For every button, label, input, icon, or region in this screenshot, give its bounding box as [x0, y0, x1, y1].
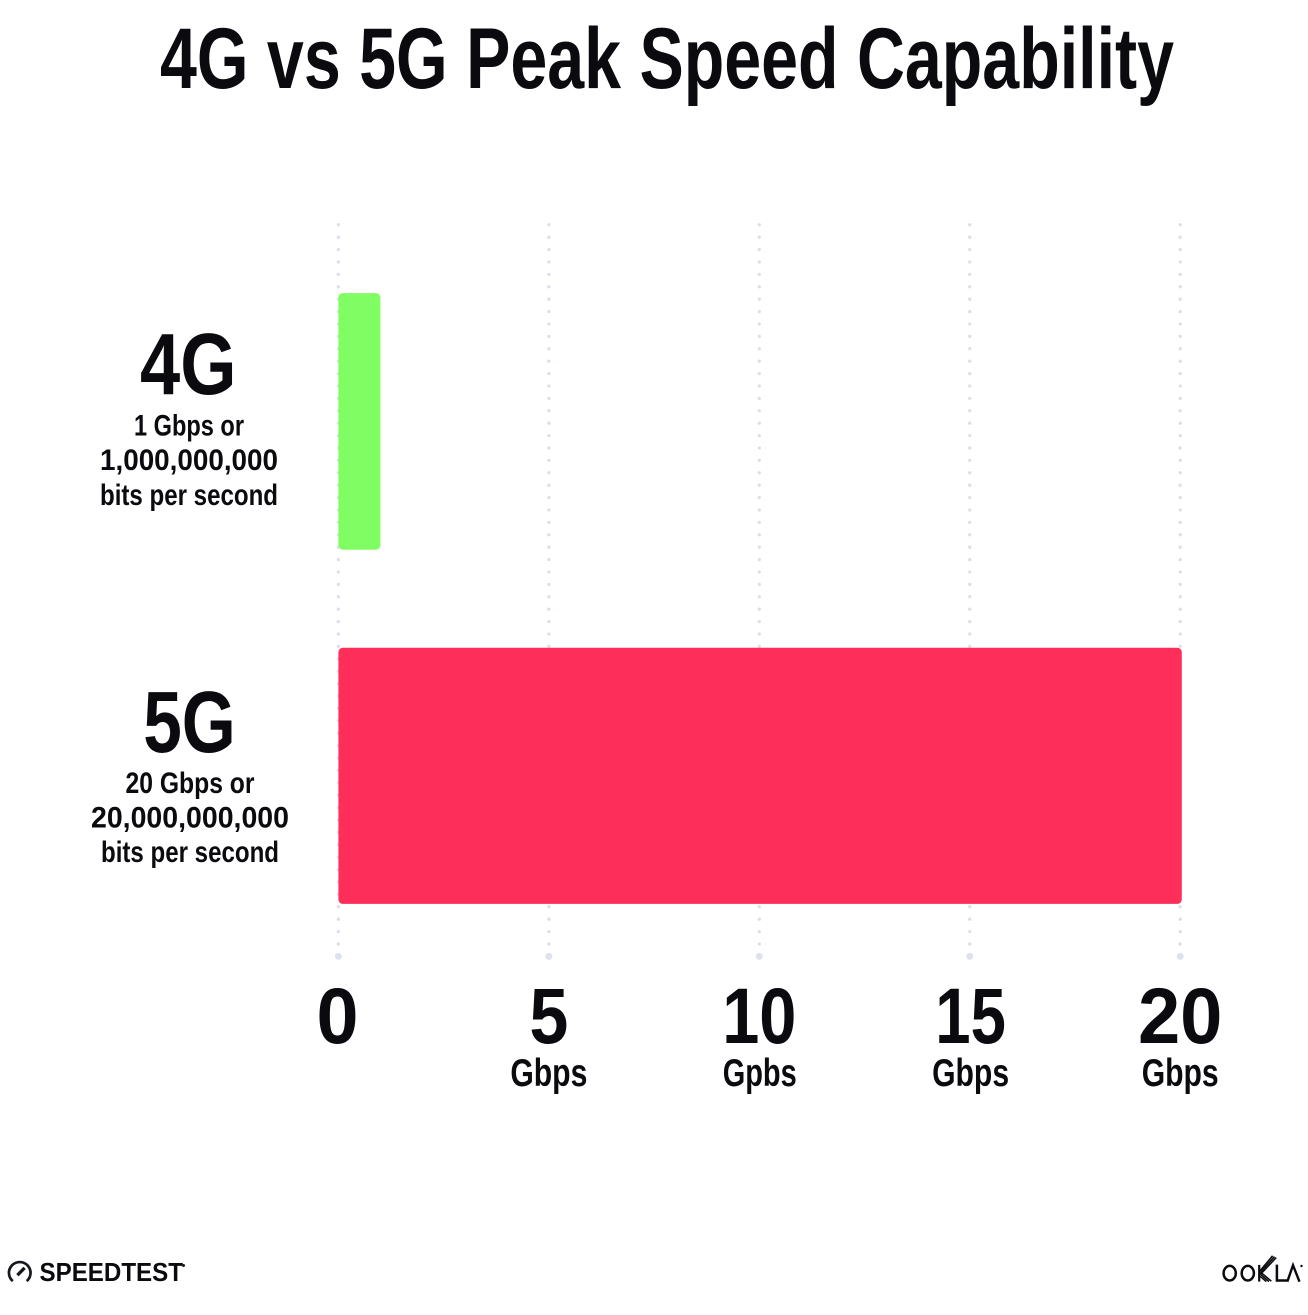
svg-text:4G vs 5G Peak Speed Capability: 4G vs 5G Peak Speed Capability: [160, 11, 1174, 107]
svg-text:10: 10: [722, 972, 796, 1060]
svg-text:5: 5: [529, 972, 568, 1060]
svg-text:Gbps: Gbps: [1142, 1052, 1219, 1095]
svg-text:Gbps: Gbps: [932, 1052, 1009, 1095]
svg-text:Gbps: Gbps: [510, 1052, 587, 1095]
svg-text:15: 15: [935, 972, 1006, 1060]
svg-text:0: 0: [317, 972, 359, 1060]
svg-text:1,000,000,000: 1,000,000,000: [100, 444, 278, 477]
svg-text:5G: 5G: [143, 673, 236, 771]
svg-text:SPEEDTEST: SPEEDTEST: [40, 1259, 184, 1287]
svg-text:1 Gbps or: 1 Gbps or: [134, 410, 244, 443]
svg-text:4G: 4G: [140, 315, 237, 413]
svg-text:20: 20: [1138, 972, 1223, 1060]
svg-text:Gpbs: Gpbs: [723, 1052, 797, 1095]
svg-text:bits per second: bits per second: [100, 479, 278, 512]
svg-text:20 Gbps or: 20 Gbps or: [126, 767, 255, 800]
svg-text:20,000,000,000: 20,000,000,000: [91, 801, 289, 834]
svg-text:bits per second: bits per second: [101, 836, 279, 869]
